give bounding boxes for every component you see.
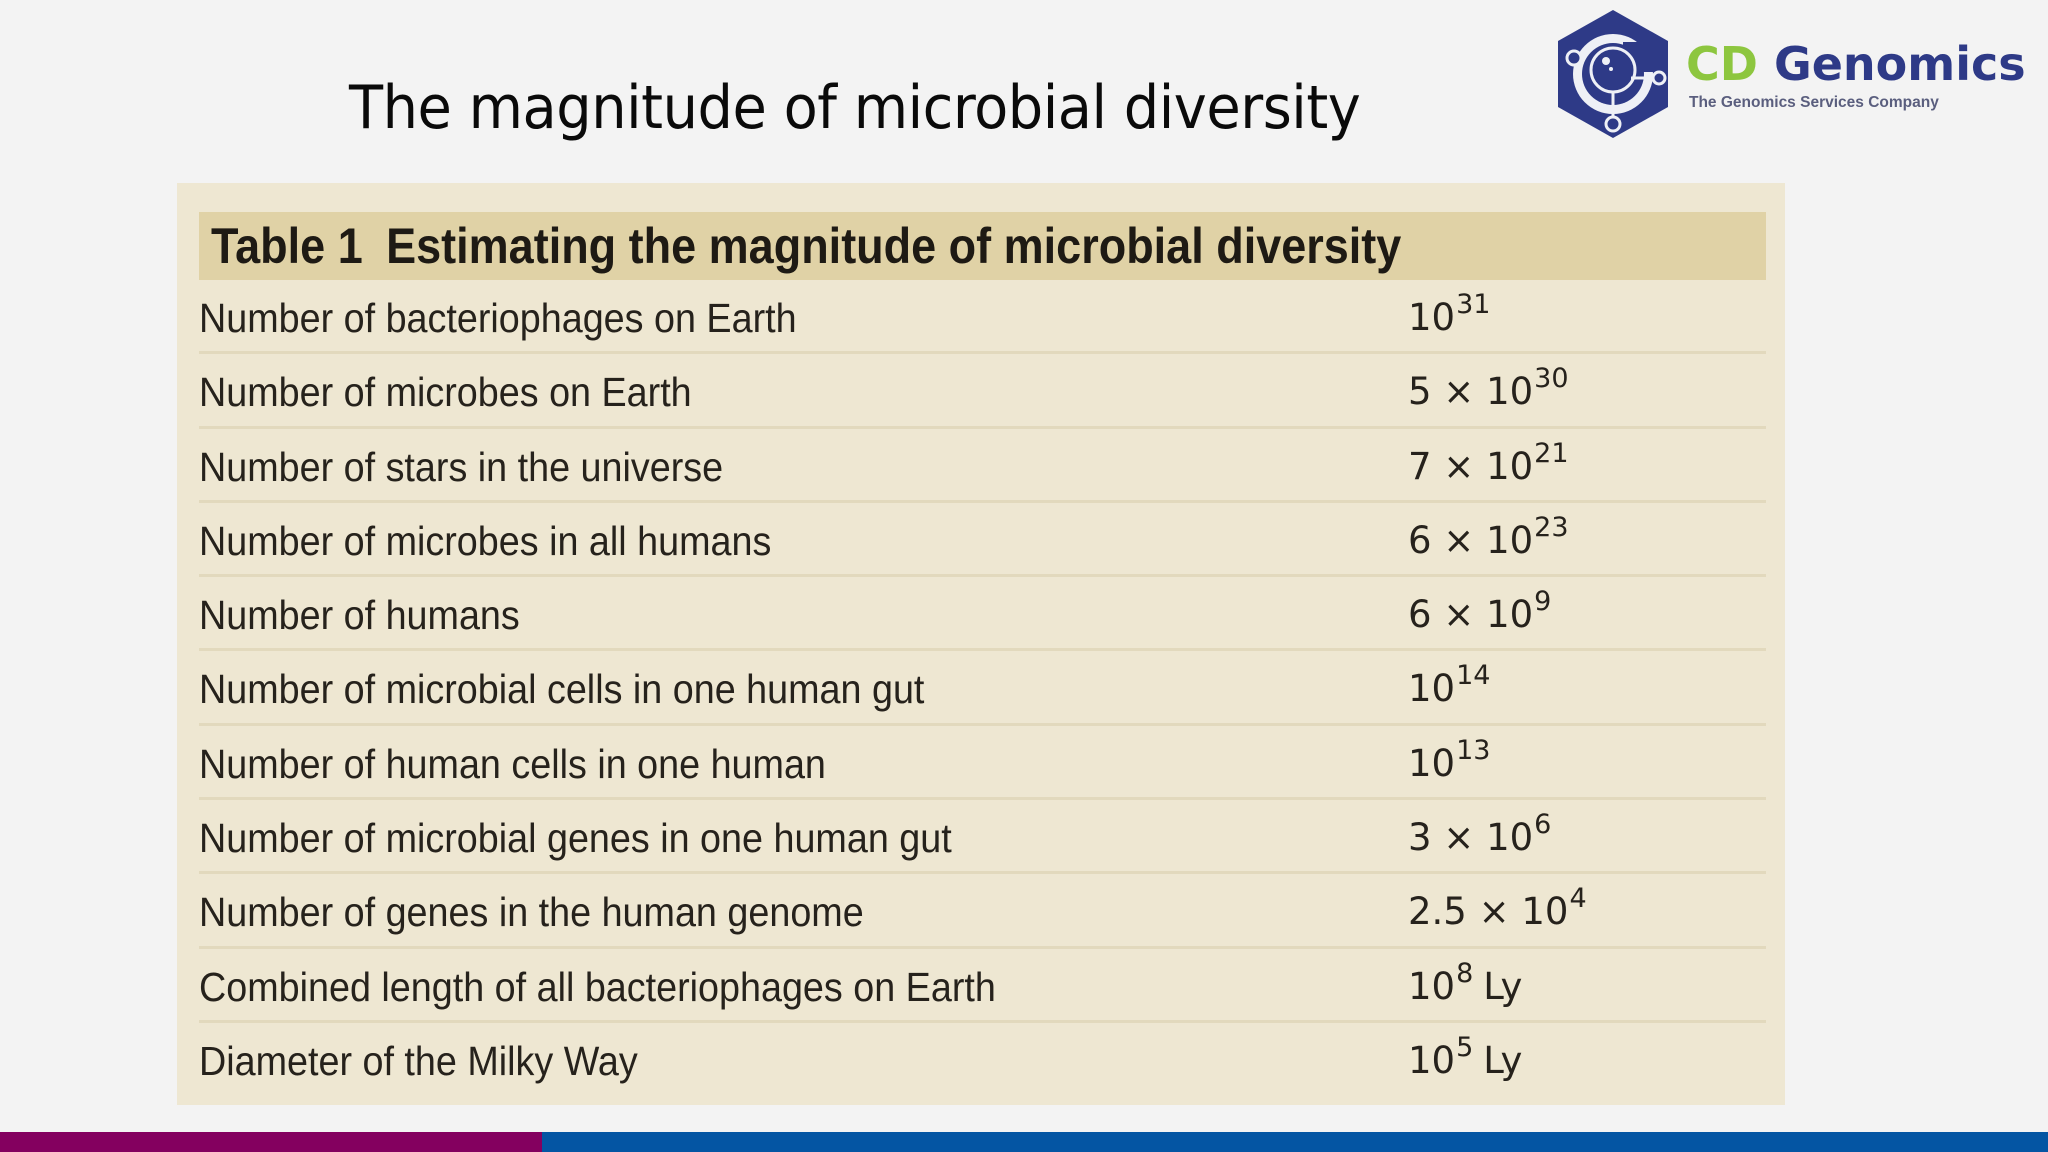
table-body: Number of bacteriophages on Earth 1031 Num… [199,280,1766,1097]
row-value: 5 × 1030 [1408,354,1569,426]
table-row: Number of bacteriophages on Earth 1031 [199,280,1766,355]
value-base: 10 [1408,296,1456,339]
footer-bar-magenta [0,1132,542,1152]
row-label: Diameter of the Milky Way [199,1037,638,1084]
value-base: 10 [1408,964,1456,1008]
value-coefficient: 6 × [1408,593,1487,637]
value-unit: Ly [1483,964,1523,1008]
value-exponent: 23 [1534,511,1569,543]
value-base: 10 [1486,370,1534,414]
slide-title: The magnitude of microbial diversity [349,73,1361,143]
row-label: Number of genes in the human genome [199,889,864,936]
value-exponent: 9 [1534,586,1552,618]
table-title: Estimating the magnitude of microbial di… [386,218,1402,274]
diversity-table: Table 1 Estimating the magnitude of micro… [177,183,1785,1105]
value-coefficient: 3 × [1408,816,1487,860]
value-coefficient: 5 × [1408,370,1487,414]
value-base: 10 [1408,1038,1456,1082]
row-value: 2.5 × 104 [1408,874,1587,946]
value-exponent: 13 [1456,734,1491,766]
table-number: Table 1 [211,218,363,274]
row-value: 105 Ly [1408,1023,1522,1095]
value-exponent: 14 [1456,660,1491,692]
table-row: Number of humans 6 × 109 [199,577,1766,652]
row-label: Number of microbes on Earth [199,369,692,416]
value-exponent: 31 [1456,289,1491,320]
row-value: 1013 [1408,726,1490,798]
table-caption-bar: Table 1 Estimating the magnitude of micro… [199,212,1766,280]
row-label: Number of humans [199,592,520,639]
value-coefficient: 6 × [1408,518,1487,562]
value-coefficient: 7 × [1408,444,1487,488]
row-label: Number of microbial cells in one human g… [199,666,925,713]
table-row: Number of stars in the universe 7 × 1021 [199,429,1766,503]
value-exponent: 21 [1534,437,1569,469]
row-value: 108 Ly [1408,949,1522,1021]
logo-brand-name: CD Genomics [1686,37,2026,91]
table-row: Diameter of the Milky Way 105 Ly [199,1023,1766,1097]
row-value: 7 × 1021 [1408,429,1569,501]
table-row: Number of microbial cells in one human g… [199,651,1766,726]
row-value: 3 × 106 [1408,800,1551,872]
row-label: Number of bacteriophages on Earth [199,295,797,341]
company-logo: CD Genomics The Genomics Services Compan… [1556,8,2036,140]
table-row: Number of microbial genes in one human g… [199,800,1766,875]
value-coefficient: 2.5 × [1408,890,1522,934]
table-caption: Table 1 Estimating the magnitude of micro… [211,212,1401,280]
value-exponent: 4 [1569,883,1587,915]
table-row: Number of microbes on Earth 5 × 1030 [199,354,1766,429]
value-exponent: 8 [1456,957,1474,989]
value-unit: Ly [1483,1038,1523,1082]
value-base: 10 [1408,667,1456,711]
row-value: 1031 [1408,280,1490,352]
logo-tagline: The Genomics Services Company [1689,94,1939,111]
table-row: Number of genes in the human genome 2.5 ×… [199,874,1766,949]
value-base: 10 [1486,816,1534,860]
row-label: Number of microbes in all humans [199,517,772,564]
cd-genomics-hexagon-logo-icon [1558,10,1668,138]
footer-color-bar [0,1132,2048,1152]
value-exponent: 30 [1534,363,1569,395]
row-label: Combined length of all bacteriophages on… [199,963,996,1010]
table-row: Number of microbes in all humans 6 × 1023 [199,503,1766,578]
row-value: 1014 [1408,651,1490,723]
value-base: 10 [1408,741,1456,785]
row-label: Number of human cells in one human [199,740,826,787]
footer-bar-blue [542,1132,2048,1152]
row-value: 6 × 109 [1408,577,1551,649]
value-base: 10 [1486,593,1534,637]
value-exponent: 6 [1534,809,1552,841]
table-row: Combined length of all bacteriophages on… [199,949,1766,1023]
row-value: 6 × 1023 [1408,503,1569,575]
table-row: Number of human cells in one human 1013 [199,726,1766,801]
value-exponent: 5 [1456,1031,1474,1063]
row-label: Number of stars in the universe [199,443,724,490]
value-base: 10 [1521,890,1569,934]
value-base: 10 [1486,444,1534,488]
row-label: Number of microbial genes in one human g… [199,815,952,862]
value-base: 10 [1486,518,1534,562]
